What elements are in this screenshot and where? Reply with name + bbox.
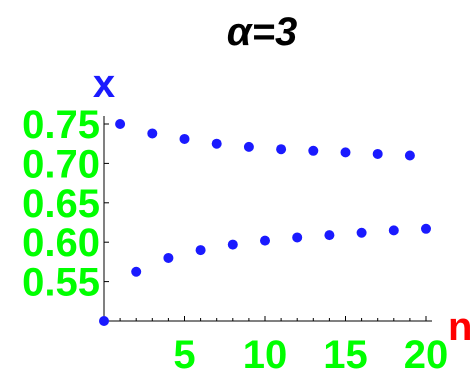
data-point: [131, 266, 142, 277]
x-tick-label: 20: [404, 333, 449, 374]
data-point: [356, 227, 367, 238]
data-point: [276, 144, 287, 155]
data-point: [372, 148, 383, 159]
data-point: [179, 133, 190, 144]
data-point: [388, 225, 399, 236]
x-axis-label: n: [448, 305, 470, 349]
data-point: [308, 145, 319, 156]
data-point: [115, 119, 126, 129]
data-points: [99, 119, 431, 326]
x-tick-label: 15: [323, 333, 368, 374]
data-point: [147, 128, 158, 139]
y-tick-label: 0.65: [22, 182, 100, 226]
y-tick-label: 0.70: [22, 142, 100, 186]
data-point: [324, 230, 335, 241]
data-point: [421, 223, 431, 234]
y-tick-label: 0.60: [22, 221, 100, 265]
data-point: [404, 150, 415, 161]
data-point: [243, 141, 254, 152]
y-axis-label: x: [93, 62, 115, 106]
x-ticks: 5 10 15 20: [119, 316, 449, 374]
x-tick-label: 10: [243, 333, 288, 374]
data-point: [340, 147, 351, 158]
x-tick-label: 5: [173, 333, 195, 374]
data-point: [211, 138, 222, 149]
data-point: [99, 316, 109, 326]
data-point: [292, 232, 303, 243]
chart-title: α=3: [227, 10, 297, 54]
y-tick-label: 0.75: [22, 103, 100, 147]
data-point: [163, 252, 174, 263]
data-point: [260, 235, 270, 246]
data-point: [195, 245, 206, 256]
data-point: [227, 239, 238, 250]
y-ticks: 0.550.600.650.700.75: [22, 103, 109, 305]
y-tick-label: 0.55: [22, 261, 100, 305]
